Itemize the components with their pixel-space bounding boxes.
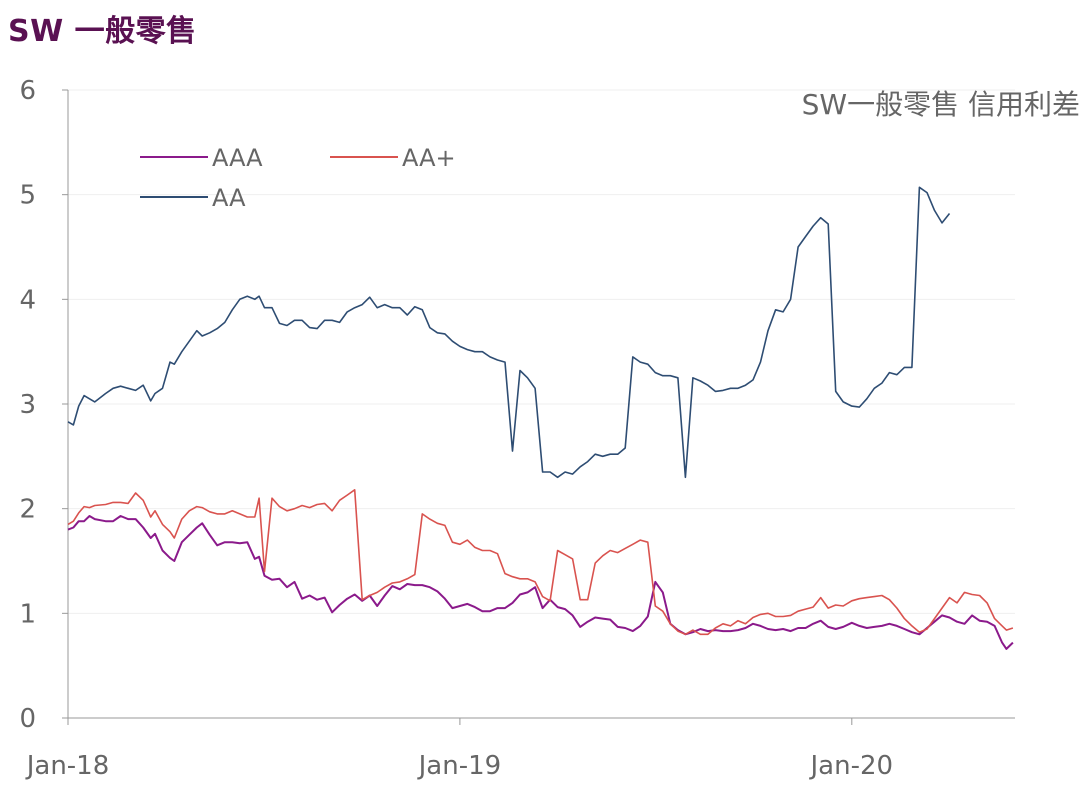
chart-subtitle: SW一般零售 信用利差	[802, 88, 1080, 121]
legend-label: AA+	[402, 144, 456, 172]
series-line-aa	[67, 186, 951, 479]
x-tick-labels: Jan-18 Jan-19 Jan-20	[25, 751, 893, 781]
gridlines	[68, 89, 1015, 614]
y-tick-label: 6	[19, 76, 36, 106]
axes	[62, 89, 1015, 725]
series-lines	[67, 186, 1014, 650]
y-tick-label: 5	[19, 181, 36, 211]
legend-label: AA	[212, 184, 246, 212]
y-tick-label: 1	[19, 599, 36, 629]
page-title: SW 一般零售	[8, 14, 197, 49]
y-tick-label: 0	[19, 704, 36, 734]
legend-label: AAA	[212, 144, 263, 172]
y-tick-label: 3	[19, 390, 36, 420]
y-tick-label: 2	[19, 495, 36, 525]
x-tick-label: Jan-18	[25, 751, 110, 781]
series-line-aaa	[67, 515, 1014, 650]
y-tick-labels: 0 1 2 3 4 5 6	[19, 76, 36, 734]
legend: AAA AA+ AA	[140, 144, 456, 212]
x-tick-label: Jan-19	[417, 751, 502, 781]
x-tick-label: Jan-20	[809, 751, 894, 781]
series-line-aa-plus	[67, 488, 1014, 636]
y-tick-label: 4	[19, 285, 36, 315]
